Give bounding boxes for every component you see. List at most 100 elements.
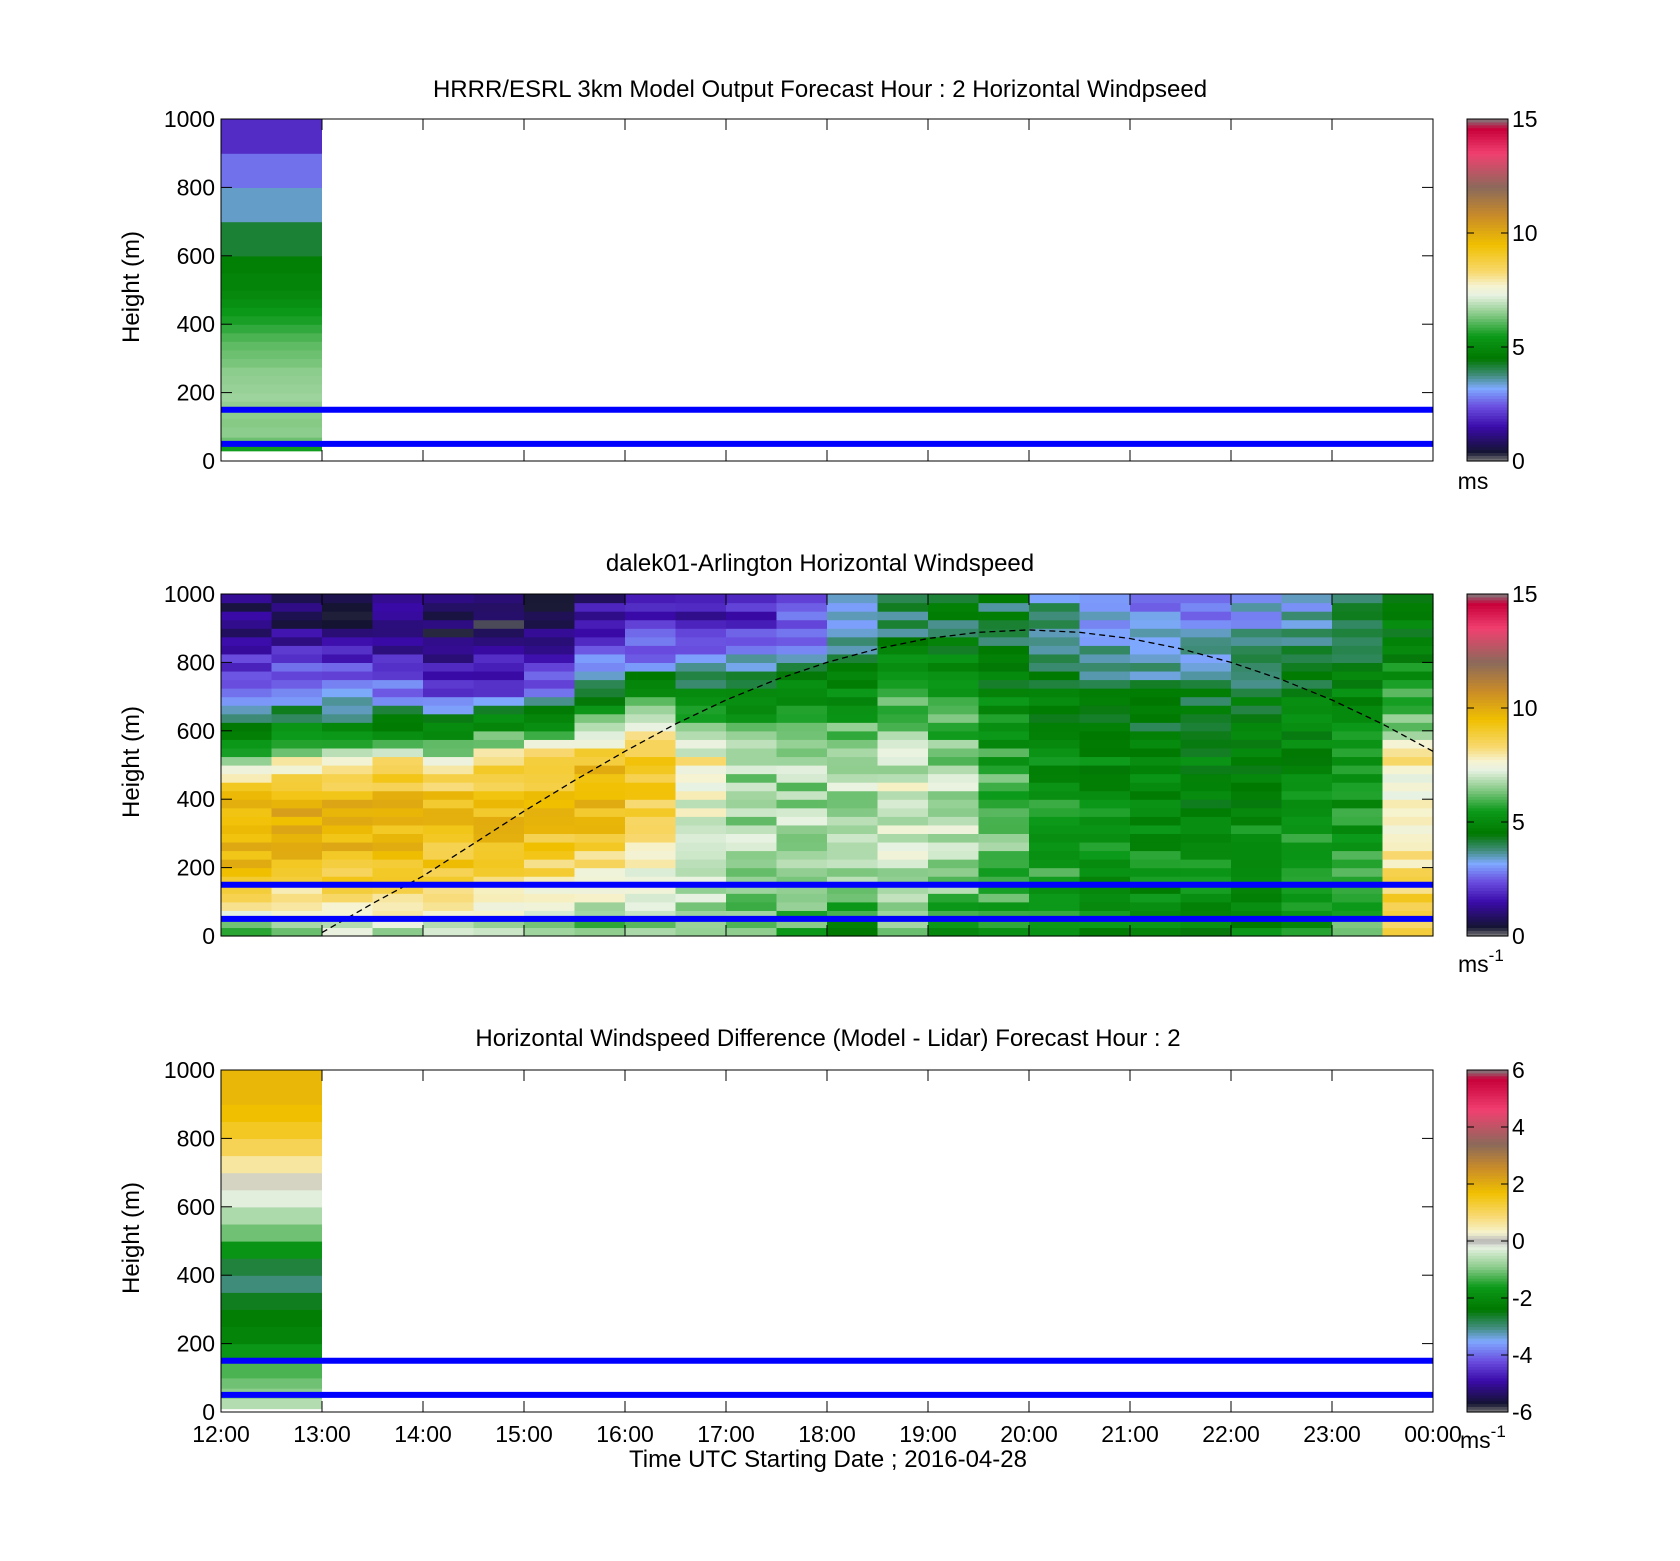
lidar-cell: [221, 790, 273, 800]
lidar-cell: [372, 722, 424, 732]
lidar-cell: [473, 679, 525, 689]
lidar-cell: [827, 884, 879, 894]
lidar-cell: [221, 773, 273, 783]
lidar-cell: [675, 594, 727, 604]
lidar-cell: [1130, 816, 1182, 826]
colorbar-segment: [1467, 824, 1508, 829]
colorbar-segment: [1467, 227, 1508, 231]
lidar-cell: [473, 782, 525, 792]
lidar-cell: [423, 696, 475, 706]
lidar-cell: [726, 901, 778, 911]
colorbar-segment: [1467, 1146, 1508, 1151]
lidar-cell: [1130, 705, 1182, 715]
lidar-cell: [827, 594, 879, 604]
profile-cell: [221, 426, 322, 438]
lidar-cell: [726, 670, 778, 681]
colorbar-segment: [1467, 1152, 1508, 1157]
colorbar-segment: [1467, 1306, 1508, 1310]
lidar-cell: [675, 611, 727, 621]
lidar-cell: [1029, 884, 1081, 894]
lidar-cell: [1281, 859, 1333, 869]
lidar-cell: [877, 645, 929, 655]
lidar-cell: [1130, 901, 1182, 911]
lidar-cell: [271, 790, 323, 800]
lidar-cell: [1382, 705, 1434, 715]
colorbar-segment: [1467, 153, 1508, 157]
lidar-cell: [221, 636, 273, 646]
lidar-cell: [574, 765, 626, 775]
lidar-cell: [524, 739, 576, 749]
lidar-cell: [625, 765, 677, 775]
lidar-cell: [1332, 910, 1384, 920]
lidar-cell: [221, 739, 273, 749]
lidar-cell: [726, 662, 778, 672]
colorbar-segment: [1467, 599, 1508, 604]
lidar-cell: [776, 824, 828, 834]
lidar-cell: [524, 645, 576, 655]
lidar-cell: [473, 594, 525, 604]
lidar-cell: [1079, 636, 1131, 646]
lidar-cell: [1281, 619, 1333, 629]
lidar-cell: [322, 594, 374, 604]
lidar-cell: [928, 824, 980, 834]
lidar-cell: [221, 756, 273, 766]
lidar-cell: [1281, 705, 1333, 715]
lidar-cell: [221, 782, 273, 792]
colorbar-tick-label: 5: [1512, 334, 1525, 360]
lidar-cell: [827, 773, 879, 783]
lidar-cell: [271, 782, 323, 792]
lidar-cell: [1180, 807, 1232, 817]
lidar-cell: [776, 799, 828, 809]
lidar-cell: [574, 602, 626, 612]
lidar-cell: [1079, 670, 1131, 681]
lidar-cell: [372, 756, 424, 766]
lidar-cell: [776, 756, 828, 766]
colorbar-segment: [1467, 708, 1508, 712]
x-tick-label: 20:00: [1000, 1421, 1058, 1447]
lidar-cell: [625, 722, 677, 732]
lidar-cell: [524, 705, 576, 715]
colorbar-tick-label: 10: [1512, 695, 1538, 721]
colorbar-segment: [1467, 1389, 1508, 1393]
lidar-profile-column: [1079, 594, 1131, 937]
lidar-cell: [1382, 859, 1434, 869]
lidar-cell: [625, 696, 677, 706]
lidar-cell: [827, 662, 879, 672]
colorbar-segment: [1467, 364, 1508, 368]
profile-cell: [221, 1121, 322, 1139]
lidar-cell: [322, 910, 374, 920]
lidar-cell: [1281, 756, 1333, 766]
lidar-cell: [978, 790, 1030, 800]
lidar-cell: [574, 884, 626, 894]
lidar-cell: [524, 636, 576, 646]
lidar-cell: [1079, 722, 1131, 732]
lidar-cell: [776, 696, 828, 706]
colorbar-segment: [1467, 161, 1508, 166]
colorbar-segment: [1467, 1124, 1508, 1128]
y-tick-label: 600: [177, 1194, 215, 1220]
lidar-cell: [322, 765, 374, 775]
colorbar-segment: [1467, 1298, 1508, 1302]
colorbar-segment: [1467, 432, 1508, 436]
lidar-cell: [473, 918, 525, 929]
lidar-cell: [675, 756, 727, 766]
lidar-cell: [1382, 765, 1434, 775]
colorbar-segment: [1467, 173, 1508, 177]
lidar-cell: [524, 893, 576, 903]
lidar-cell: [423, 876, 475, 886]
lidar-cell: [322, 807, 374, 817]
colorbar-segment: [1467, 1089, 1508, 1094]
lidar-cell: [877, 927, 929, 937]
lidar-cell: [322, 722, 374, 732]
colorbar-segment: [1467, 690, 1508, 695]
colorbar-segment: [1467, 747, 1508, 752]
colorbar-segment: [1467, 1075, 1508, 1080]
panel-model-axes: 0 200 400 600 800 1000: [164, 106, 1434, 474]
lidar-cell: [675, 619, 727, 629]
lidar-cell: [524, 859, 576, 869]
lidar-cell: [372, 679, 424, 689]
lidar-cell: [928, 876, 980, 886]
colorbar-segment: [1467, 298, 1508, 302]
lidar-cell: [726, 867, 778, 877]
colorbar-segment: [1467, 401, 1508, 405]
